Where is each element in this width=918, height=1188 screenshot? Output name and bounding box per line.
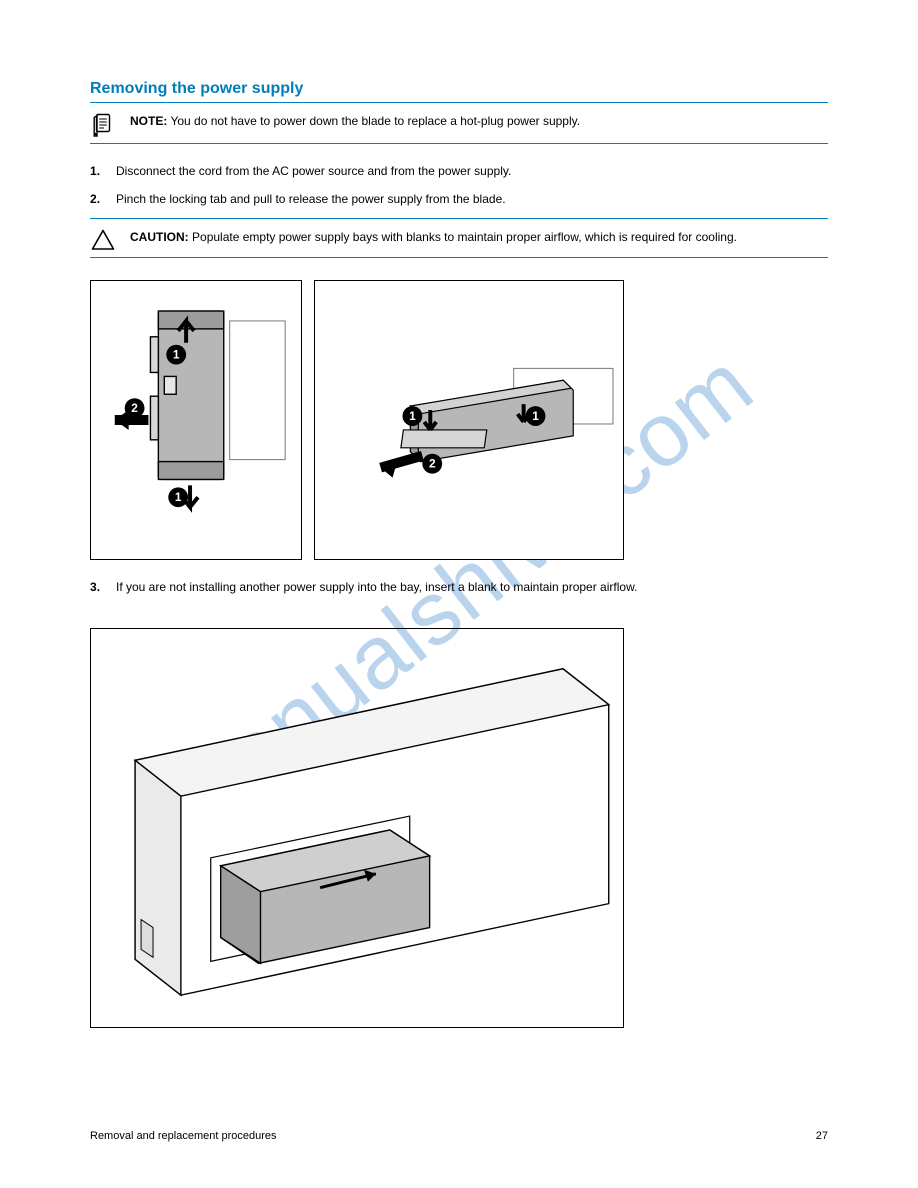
step-3: If you are not installing another power … — [90, 578, 828, 596]
figure-psu-vertical: 1 1 2 — [90, 280, 302, 560]
note-text-row: NOTE: You do not have to power down the … — [130, 113, 828, 137]
caution-text: Populate empty power supply bays with bl… — [192, 230, 737, 244]
figure-blank-insert — [90, 628, 624, 1028]
rule-before-caution — [90, 218, 828, 219]
caution-label: CAUTION: — [130, 230, 189, 244]
caution-icon — [90, 229, 116, 251]
note-block: NOTE: You do not have to power down the … — [90, 113, 828, 137]
figure-row-1: 1 1 2 — [90, 280, 828, 560]
note-label: NOTE: — [130, 114, 167, 128]
footer-section: Removal and replacement procedures — [90, 1130, 277, 1142]
note-icon — [90, 113, 116, 137]
note-text: You do not have to power down the blade … — [170, 114, 580, 128]
svg-text:2: 2 — [131, 401, 138, 415]
step-list-3: If you are not installing another power … — [90, 578, 828, 596]
rule-top — [90, 102, 828, 103]
rule-after-note — [90, 143, 828, 144]
caution-text-row: CAUTION: Populate empty power supply bay… — [130, 229, 828, 251]
step-1: Disconnect the cord from the AC power so… — [90, 162, 828, 180]
step-2: Pinch the locking tab and pull to releas… — [90, 190, 828, 208]
section-title: Removing the power supply — [90, 80, 828, 98]
step-list: Disconnect the cord from the AC power so… — [90, 162, 828, 208]
svg-text:1: 1 — [532, 409, 539, 423]
svg-text:1: 1 — [409, 409, 416, 423]
caution-block: CAUTION: Populate empty power supply bay… — [90, 229, 828, 251]
svg-text:1: 1 — [175, 490, 182, 504]
page-number: 27 — [816, 1130, 828, 1142]
svg-text:1: 1 — [173, 348, 180, 362]
rule-after-caution — [90, 257, 828, 258]
figure-psu-horizontal: 1 1 2 — [314, 280, 624, 560]
svg-text:2: 2 — [429, 457, 436, 471]
page-footer: Removal and replacement procedures 27 — [90, 1130, 828, 1142]
